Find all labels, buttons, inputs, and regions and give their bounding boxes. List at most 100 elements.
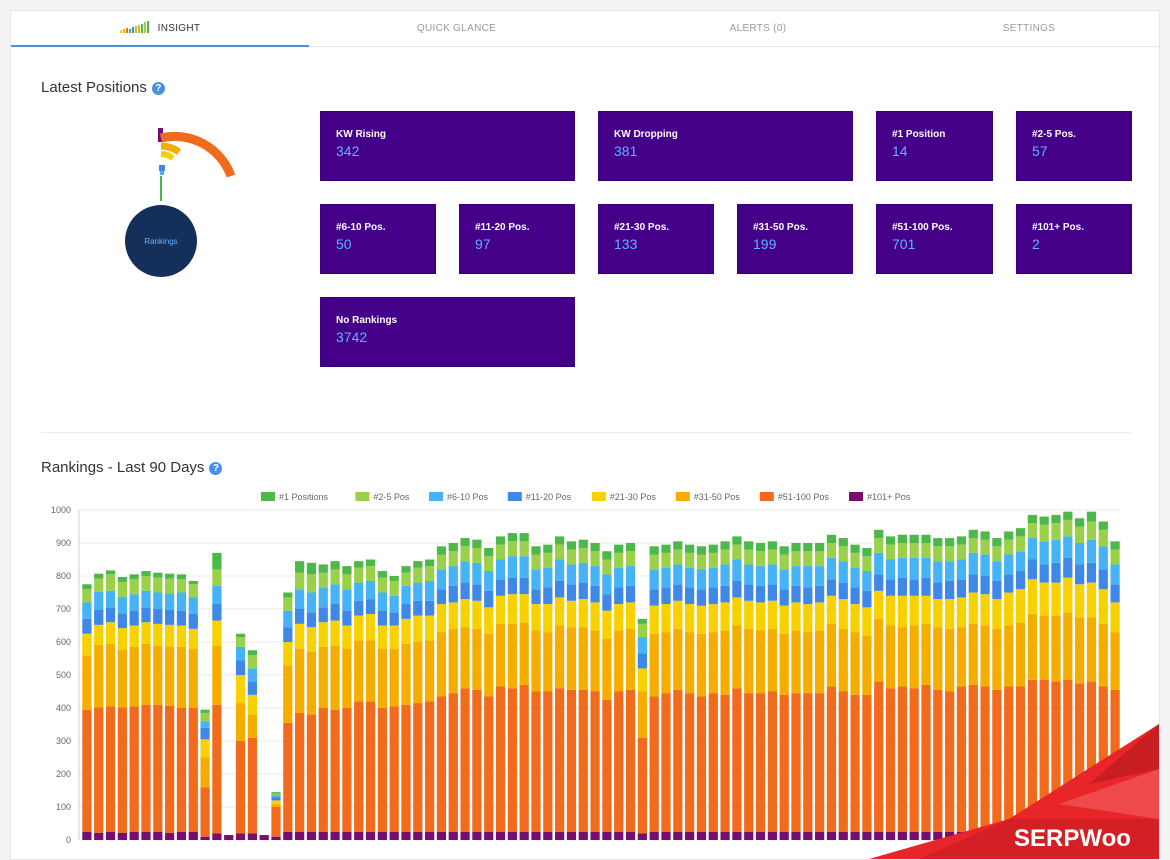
card-position-1[interactable]: #1 Position 14: [876, 111, 993, 181]
bar-segment: [838, 538, 848, 547]
bar-segment: [200, 836, 210, 840]
bar-segment: [708, 604, 718, 633]
bar-segment: [365, 831, 376, 840]
help-icon[interactable]: ?: [209, 462, 223, 475]
bar-segment: [153, 572, 163, 578]
bar-segment: [992, 538, 1002, 547]
card-position-2-5[interactable]: #2-5 Pos. 57: [1016, 111, 1132, 181]
gauge-bar-11-20: [159, 165, 165, 171]
bar-segment: [826, 534, 837, 543]
tab-insight[interactable]: INSIGHT: [11, 11, 309, 47]
legend-swatch: [507, 492, 522, 501]
bar-segment: [578, 562, 588, 583]
card-position-51-100[interactable]: #51-100 Pos. 701: [876, 204, 993, 274]
card-position-11-20[interactable]: #11-20 Pos. 97: [459, 204, 575, 274]
bar-segment: [176, 592, 187, 611]
bar-segment: [1098, 589, 1108, 624]
bar-segment: [295, 609, 305, 624]
card-kw-dropping[interactable]: KW Dropping 381: [598, 111, 853, 181]
gauge-label: Rankings: [144, 237, 177, 246]
bar-segment: [602, 574, 612, 595]
bar-segment: [1027, 679, 1037, 832]
legend-label: #6-10 Pos: [447, 492, 489, 502]
bar-segment: [377, 592, 387, 611]
bar-segment: [82, 584, 92, 590]
card-label: #11-20 Pos.: [475, 222, 530, 233]
card-position-31-50[interactable]: #31-50 Pos. 199: [737, 204, 853, 274]
y-tick-label: 700: [56, 604, 71, 614]
bar-segment: [318, 587, 328, 608]
bar-segment: [377, 648, 387, 708]
bar-segment: [685, 587, 695, 605]
bar-segment: [401, 566, 411, 573]
bar-segment: [685, 544, 695, 553]
bar-segment: [129, 625, 139, 647]
bar-segment: [945, 580, 955, 600]
bar-segment: [590, 691, 600, 832]
bar-segment: [153, 645, 163, 705]
bar-segment: [117, 628, 127, 650]
bar-segment: [590, 543, 600, 552]
bar-segment: [685, 831, 695, 840]
bar-segment: [507, 623, 517, 689]
bar-segment: [826, 557, 837, 580]
tab-alerts[interactable]: ALERTS (0): [604, 11, 912, 47]
bar-segment: [200, 739, 210, 758]
bar-segment: [673, 628, 683, 690]
bar-segment: [94, 573, 104, 579]
bar-segment: [815, 602, 825, 631]
bar-segment: [862, 547, 872, 557]
bar-segment: [295, 831, 305, 840]
bar-segment: [1098, 686, 1108, 832]
card-position-101-plus[interactable]: #101+ Pos. 2: [1016, 204, 1132, 274]
tab-quick-glance[interactable]: QUICK GLANCE: [309, 11, 604, 47]
bar-segment: [224, 835, 234, 840]
card-position-21-30[interactable]: #21-30 Pos. 133: [598, 204, 714, 274]
bar-segment: [850, 831, 860, 840]
bar-segment: [1004, 686, 1014, 832]
card-kw-rising[interactable]: KW Rising 342: [320, 111, 575, 181]
bar-segment: [377, 708, 387, 832]
bar-segment: [897, 557, 907, 578]
bar-segment: [968, 592, 978, 624]
bar-segment: [472, 584, 482, 601]
bar-segment: [992, 580, 1002, 600]
bar-segment: [909, 688, 919, 832]
bar-segment: [543, 587, 553, 605]
bar-segment: [555, 559, 565, 581]
bar-segment: [767, 691, 777, 832]
bar-segment: [212, 645, 222, 705]
card-position-6-10[interactable]: #6-10 Pos. 50: [320, 204, 436, 274]
bar-segment: [200, 721, 210, 728]
bar-segment: [874, 831, 884, 840]
bar-segment: [507, 541, 517, 557]
bar-segment: [507, 688, 517, 832]
bar-segment: [1027, 523, 1037, 539]
bar-segment: [732, 580, 742, 598]
tab-settings[interactable]: SETTINGS: [912, 11, 1146, 47]
bar-segment: [460, 688, 470, 832]
card-no-rankings[interactable]: No Rankings 3742: [320, 297, 575, 367]
bar-segment: [94, 644, 104, 708]
bar-segment: [472, 547, 482, 563]
legend-label: #31-50 Pos: [694, 492, 741, 502]
bar-segment: [176, 831, 187, 840]
bar-segment: [862, 694, 872, 832]
bar-segment: [909, 534, 919, 543]
bar-segment: [862, 556, 872, 572]
bar-segment: [732, 688, 742, 832]
bar-segment: [519, 831, 529, 840]
card-label: #1 Position: [892, 129, 946, 140]
bar-segment: [720, 564, 730, 586]
legend-swatch: [355, 492, 370, 501]
bar-segment: [271, 793, 281, 796]
card-value: 199: [753, 236, 777, 252]
bar-segment: [354, 640, 364, 702]
bar-segment: [1098, 546, 1108, 570]
bar-segment: [755, 543, 766, 552]
bar-segment: [720, 585, 730, 603]
help-icon[interactable]: ?: [151, 82, 165, 95]
bar-segment: [909, 831, 919, 840]
bar-segment: [531, 554, 541, 570]
bar-segment: [555, 597, 565, 626]
